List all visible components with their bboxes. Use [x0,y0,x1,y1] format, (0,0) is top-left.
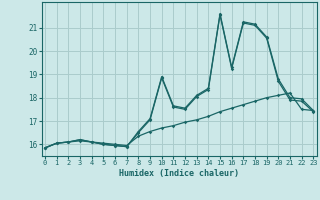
X-axis label: Humidex (Indice chaleur): Humidex (Indice chaleur) [119,169,239,178]
